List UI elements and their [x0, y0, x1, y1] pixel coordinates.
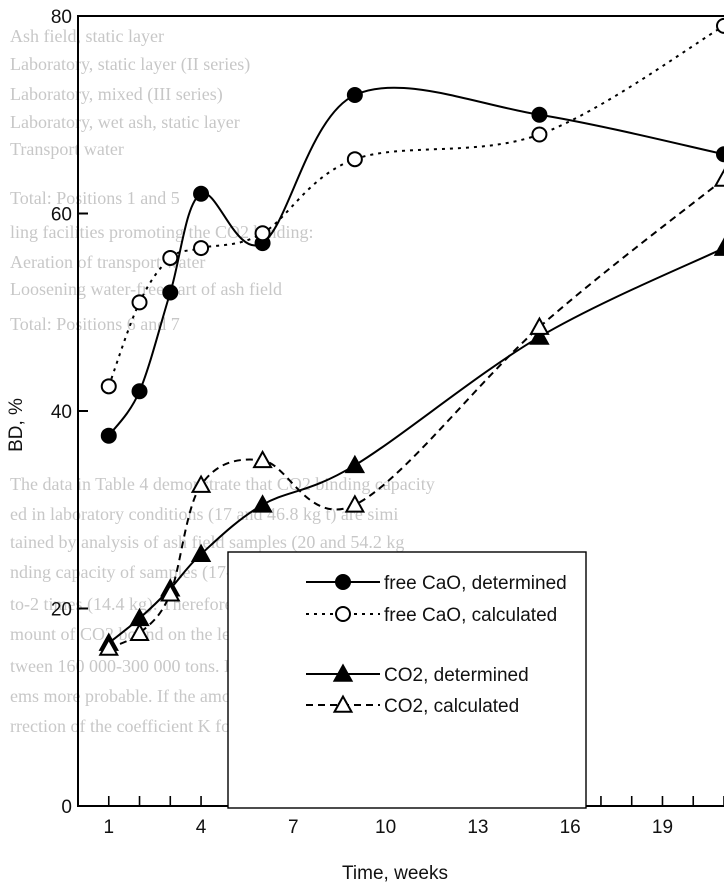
legend-label: CO2, determined — [384, 665, 529, 686]
data-point — [102, 429, 116, 443]
legend-swatch-marker — [336, 575, 350, 589]
y-tick-label: 60 — [51, 205, 72, 226]
legend-label: free CaO, determined — [384, 573, 567, 594]
data-point — [348, 88, 362, 102]
series-1 — [102, 19, 724, 393]
data-point — [163, 251, 177, 265]
x-tick-label: 16 — [560, 817, 581, 838]
data-point — [133, 295, 147, 309]
x-tick-label: 4 — [196, 817, 207, 838]
data-point — [348, 152, 362, 166]
data-point — [532, 108, 546, 122]
data-point — [194, 187, 208, 201]
y-axis-label: BD, % — [6, 398, 27, 452]
x-axis-label: Time, weeks — [342, 863, 448, 884]
data-point — [102, 379, 116, 393]
data-point — [163, 286, 177, 300]
x-tick-label: 10 — [375, 817, 396, 838]
legend-label: free CaO, calculated — [384, 605, 557, 626]
watermark-line: Laboratory, wet ash, static layer — [10, 112, 240, 132]
y-tick-label: 0 — [61, 797, 72, 818]
data-point — [532, 128, 546, 142]
series-line — [109, 26, 724, 386]
watermark-line: The data in Table 4 demonstrate that CO2… — [10, 474, 435, 494]
legend-swatch-marker — [336, 607, 350, 621]
watermark-line: ed in laboratory conditions (17 and 46.8… — [10, 504, 398, 525]
watermark-line: Transport water — [10, 139, 124, 159]
legend-label: CO2, calculated — [384, 696, 519, 717]
data-point — [194, 241, 208, 255]
data-point — [717, 147, 724, 161]
data-point — [531, 319, 548, 334]
watermark-line: Laboratory, static layer (II series) — [10, 54, 250, 75]
data-point — [256, 226, 270, 240]
data-point — [717, 19, 724, 33]
data-point — [346, 457, 363, 472]
x-tick-label: 7 — [288, 817, 299, 838]
data-point — [716, 170, 724, 185]
x-tick-label: 1 — [103, 817, 114, 838]
legend: free CaO, determined free CaO, calculated… — [228, 552, 586, 808]
data-point — [716, 240, 724, 255]
watermark-line: Ash field, static layer — [10, 26, 164, 46]
data-point — [254, 452, 271, 467]
y-tick-label: 40 — [51, 402, 72, 423]
y-tick-label: 80 — [51, 7, 72, 28]
x-tick-label: 13 — [467, 817, 488, 838]
x-tick-label: 19 — [652, 817, 673, 838]
y-tick-label: 20 — [51, 600, 72, 621]
watermark-line: Laboratory, mixed (III series) — [10, 84, 223, 105]
data-point — [133, 384, 147, 398]
watermark-line: Total: Positions 6 and 7 — [10, 314, 180, 334]
watermark-line: Total: Positions 1 and 5 — [10, 188, 180, 208]
